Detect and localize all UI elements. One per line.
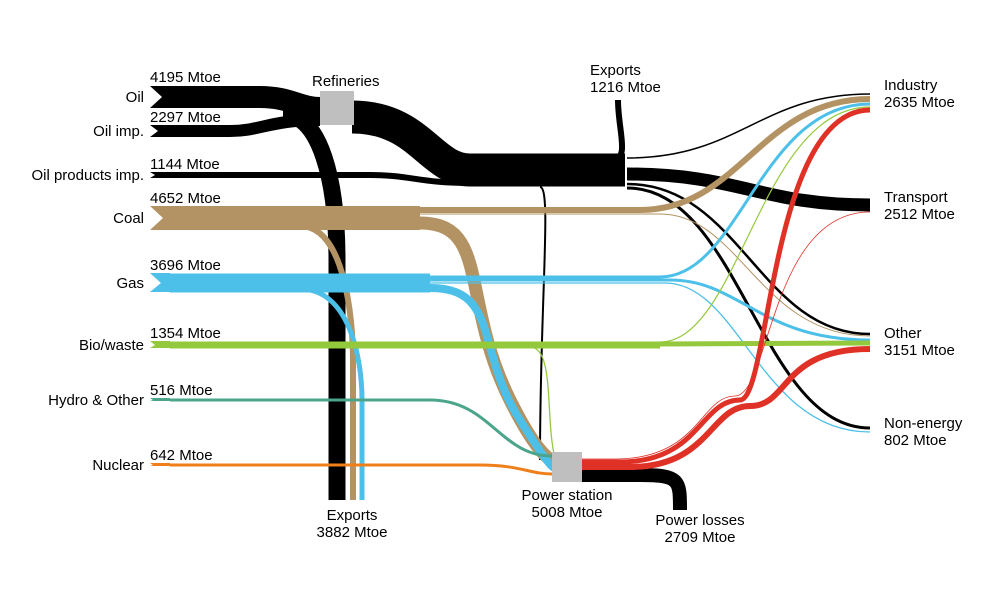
label-industry: Industry (884, 77, 938, 94)
value-power-losses: 2709 Mtoe (665, 529, 736, 546)
value-hydro: 516 Mtoe (150, 382, 213, 399)
node-power-station (552, 452, 582, 482)
flow-gas-to-other (430, 280, 870, 340)
source-tail-oil-imp (150, 125, 170, 137)
value-industry: 2635 Mtoe (884, 94, 955, 111)
label-gas: Gas (116, 275, 144, 292)
flow-oil-to-exports-bottom (283, 114, 337, 500)
flow-elec-to-industry (582, 110, 870, 462)
value-oilprodimp: 1144 Mtoe (150, 156, 220, 173)
label-hydro: Hydro & Other (48, 392, 144, 409)
value-coal: 4652 Mtoe (150, 190, 221, 207)
flow-refineries-out-main (352, 117, 625, 170)
source-tail-bio (150, 341, 170, 348)
flow-oil-to-refineries (170, 97, 320, 108)
label-nonenergy: Non-energy (884, 415, 963, 432)
label-nuclear: Nuclear (92, 457, 144, 474)
label-oilimp: Oil imp. (93, 123, 144, 140)
flow-oil-to-exports-top (613, 100, 622, 159)
label-transport: Transport (884, 189, 948, 206)
label-bio: Bio/waste (79, 337, 144, 354)
source-tail-coal (150, 206, 170, 230)
label-exports-top: Exports (590, 62, 641, 79)
value-exports-bottom: 3882 Mtoe (317, 524, 388, 541)
value-nonenergy: 802 Mtoe (884, 432, 947, 449)
label-other: Other (884, 325, 922, 342)
value-exports-top: 1216 Mtoe (590, 79, 661, 96)
label-power-station: Power station (522, 487, 613, 504)
value-other: 3151 Mtoe (884, 342, 955, 359)
label-coal: Coal (113, 210, 144, 227)
value-transport: 2512 Mtoe (884, 206, 955, 223)
label-refineries: Refineries (312, 73, 380, 90)
label-oilprodimp: Oil products imp. (31, 167, 144, 184)
value-power-station: 5008 Mtoe (532, 504, 603, 521)
source-tail-oil (150, 86, 170, 108)
value-oilimp: 2297 Mtoe (150, 109, 221, 126)
value-gas: 3696 Mtoe (150, 257, 221, 274)
label-exports-bottom: Exports (327, 507, 378, 524)
node-refineries (320, 91, 354, 125)
flow-gas-to-power (430, 288, 555, 468)
flow-oilprodimp (170, 175, 470, 183)
sankey-diagram: Oil 4195 Mtoe Oil imp. 2297 Mtoe Oil pro… (0, 0, 1000, 611)
flow-oil-to-power (540, 187, 545, 460)
flow-elec-to-other (582, 349, 870, 467)
source-tail-gas (150, 273, 170, 292)
label-oil: Oil (126, 89, 144, 106)
value-bio: 1354 Mtoe (150, 325, 221, 342)
value-oil: 4195 Mtoe (150, 69, 221, 86)
value-nuclear: 642 Mtoe (150, 447, 213, 464)
label-power-losses: Power losses (655, 512, 744, 529)
